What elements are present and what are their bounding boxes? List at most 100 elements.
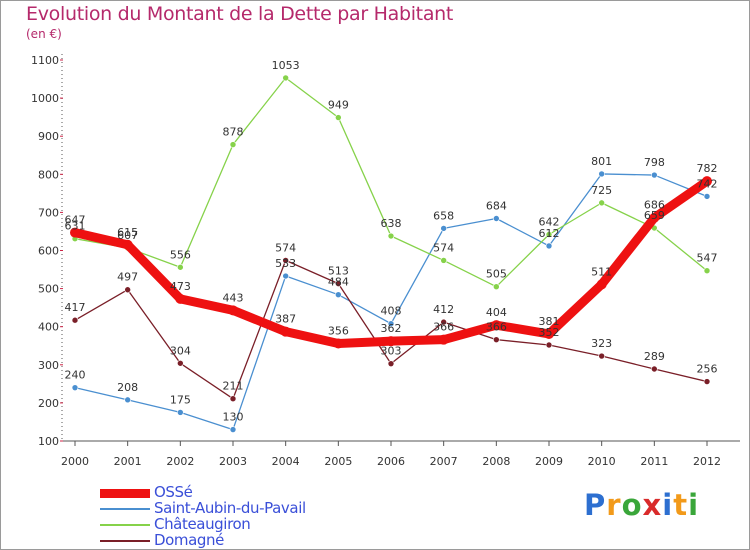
data-point <box>649 212 660 223</box>
data-label: 1053 <box>272 59 300 72</box>
data-label: 323 <box>591 337 612 350</box>
data-label: 352 <box>539 326 560 339</box>
x-tick-label: 2000 <box>61 455 89 468</box>
legend-swatch <box>100 540 150 542</box>
data-label: 387 <box>275 313 296 326</box>
x-tick-label: 2007 <box>430 455 458 468</box>
data-label: 381 <box>539 315 560 328</box>
brand-letter: i <box>688 488 700 522</box>
legend-label: Châteaugiron <box>154 515 251 533</box>
data-label: 631 <box>65 220 86 233</box>
data-label: 533 <box>275 257 296 270</box>
brand-letter: r <box>606 488 622 522</box>
data-point <box>335 114 342 121</box>
data-point <box>229 141 237 148</box>
data-point <box>651 171 658 179</box>
data-label: 208 <box>117 381 138 394</box>
data-label: 547 <box>697 252 718 265</box>
data-point <box>177 409 184 416</box>
data-label: 782 <box>697 162 718 175</box>
data-label: 798 <box>644 156 665 169</box>
legend-label: Saint-Aubin-du-Pavail <box>154 499 306 517</box>
data-point <box>493 215 500 222</box>
data-label: 686 <box>644 199 665 212</box>
data-point <box>70 227 80 238</box>
data-label: 725 <box>591 184 612 197</box>
data-label: 240 <box>65 369 86 382</box>
y-tick-label: 800 <box>38 168 59 181</box>
legend-swatch <box>100 508 150 510</box>
data-point <box>387 232 395 240</box>
data-point <box>386 336 396 347</box>
y-tick-label: 100 <box>38 435 59 448</box>
data-point <box>333 338 344 349</box>
data-point <box>440 225 447 232</box>
data-point <box>491 320 502 331</box>
brand-letter: t <box>673 488 689 522</box>
x-tick-label: 2005 <box>324 455 352 468</box>
data-point <box>598 199 605 207</box>
data-point <box>545 231 553 238</box>
data-point <box>282 74 289 82</box>
y-tick-label: 400 <box>38 321 59 334</box>
data-point <box>335 280 342 287</box>
data-label: 659 <box>644 209 665 222</box>
data-point <box>596 279 607 290</box>
brand-letter: i <box>662 488 674 522</box>
data-label: 684 <box>486 199 507 212</box>
y-tick-label: 600 <box>38 245 59 258</box>
data-label: 417 <box>65 301 86 314</box>
data-point <box>228 305 238 316</box>
x-tick-label: 2010 <box>588 455 616 468</box>
data-point <box>440 318 447 326</box>
legend-swatch <box>100 524 150 526</box>
data-label: 607 <box>117 229 138 242</box>
x-tick-label: 2001 <box>114 455 142 468</box>
data-label: 647 <box>65 214 86 227</box>
data-point <box>282 272 289 280</box>
data-point <box>71 384 79 391</box>
legend-label: Domagné <box>154 531 224 549</box>
data-label: 473 <box>170 280 191 293</box>
series-line <box>74 173 708 431</box>
data-label: 878 <box>223 126 244 139</box>
data-label: 412 <box>433 303 454 316</box>
data-point <box>387 320 395 327</box>
data-label: 404 <box>486 306 507 319</box>
data-label: 130 <box>223 411 244 424</box>
y-tick-label: 700 <box>38 206 59 219</box>
data-point <box>177 263 184 271</box>
data-point <box>703 267 711 274</box>
data-point <box>651 365 658 373</box>
data-label: 289 <box>644 350 665 363</box>
data-point <box>545 242 553 250</box>
data-point <box>702 176 712 187</box>
data-label: 497 <box>117 271 138 284</box>
data-label: 505 <box>486 268 507 281</box>
x-tick-label: 2009 <box>535 455 563 468</box>
data-label: 256 <box>697 363 718 376</box>
data-point <box>493 336 500 343</box>
chart-title: Evolution du Montant de la Dette par Hab… <box>26 3 454 25</box>
x-tick-label: 2004 <box>272 455 300 468</box>
series-line <box>70 176 712 348</box>
x-tick-label: 2012 <box>693 455 721 468</box>
data-label: 211 <box>223 380 244 393</box>
y-tick-label: 300 <box>38 359 59 372</box>
data-point <box>545 341 553 349</box>
data-point <box>229 426 237 433</box>
legend-swatch <box>100 488 150 498</box>
brand-letter: P <box>584 488 607 522</box>
data-point <box>229 395 237 403</box>
y-tick-label: 1000 <box>31 92 59 105</box>
data-label: 408 <box>381 305 402 318</box>
data-label: 484 <box>328 276 349 289</box>
data-point <box>71 316 79 324</box>
data-point <box>280 326 291 337</box>
data-labels-layer: 647 615 473 443 387 356 362 366 404 381 511 686 782 2… <box>65 59 718 424</box>
data-label: 742 <box>697 177 718 190</box>
data-point <box>703 193 711 200</box>
brand-letter: x <box>642 488 663 522</box>
data-label: 556 <box>170 248 191 261</box>
